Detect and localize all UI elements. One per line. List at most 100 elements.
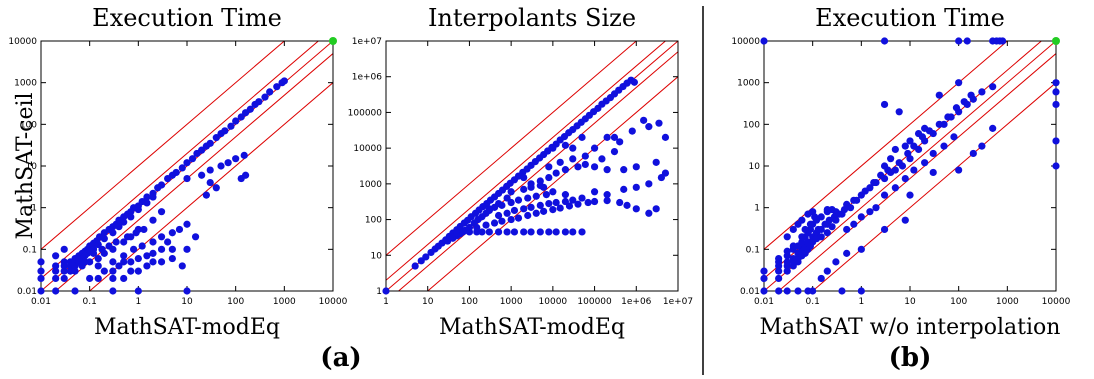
data-point [542,191,550,199]
data-point [138,242,146,250]
data-point [183,287,191,295]
data-point [895,108,903,116]
data-point [552,198,560,207]
data-point [127,258,135,266]
data-point [202,191,210,199]
data-point [1052,88,1060,96]
data-point [183,174,191,183]
y-tick-label: 1 [376,287,382,297]
data-point [603,166,611,174]
y-tick-label: 1000 [14,79,37,89]
data-point [887,155,895,163]
data-point [603,133,611,141]
data-point [115,262,123,270]
data-point [630,78,638,86]
data-point [143,262,151,270]
data-point [861,187,869,195]
data-point [549,206,557,214]
data-point [120,238,128,246]
data-point [221,127,229,135]
chart-2-plot: 1 10 100 1000 10000 100000 1e+06 1e+07 1 10 100 100… [348,37,693,307]
chart-3-xlabel: MathSAT w/o interpolation [760,315,1061,340]
data-point [527,203,535,211]
data-point [157,258,166,266]
data-point [955,79,963,87]
data-point [835,210,843,218]
data-point [473,223,481,232]
data-point [478,228,486,236]
data-point [524,194,532,202]
x-tick-label: 1 [383,297,389,307]
data-point [149,238,157,246]
x-tick-label: 0.01 [31,297,51,307]
data-point [610,148,619,156]
data-point [52,262,60,270]
x-tick-label: 10000 [539,297,568,307]
data-point [901,174,909,183]
data-point [632,205,640,213]
diagonal-line-5 [41,41,286,250]
data-point [266,88,274,96]
data-point [520,205,528,213]
data-point [866,208,874,216]
data-point [178,262,186,270]
data-point [857,287,865,295]
data-point [71,287,79,295]
data-point [149,193,157,201]
data-point [1052,137,1060,145]
data-point [527,228,535,236]
data-point [510,228,519,236]
corner-point [1052,37,1060,45]
data-point [157,181,166,189]
data-point [549,188,557,196]
data-point [98,245,106,253]
data-point [904,149,912,158]
x-tick-label: 10000 [1042,297,1071,307]
data-point [963,37,971,45]
data-point [459,228,467,236]
data-point [37,258,45,266]
data-point [503,194,511,202]
y-tick-label: 10 [371,251,383,261]
y-tick-label: 100000 [348,108,383,118]
y-tick-label: 100 [20,120,37,130]
data-point [918,133,927,141]
data-point [261,93,269,101]
data-point [520,173,528,182]
data-point [935,120,943,128]
data-point [212,134,220,142]
data-point [556,158,564,166]
y-tick-label: 1 [754,204,760,214]
y-tick-label: 0.01 [17,287,37,297]
chart-3-title: Execution Time [815,4,1005,32]
data-point [453,228,461,236]
data-point [237,174,245,183]
diagonal-line-5 [764,41,1009,250]
diagonal-line-2 [397,51,678,291]
data-point [60,245,68,253]
diagonal-line-4 [764,41,1043,280]
data-point [828,223,836,231]
data-point [273,83,281,91]
data-point [280,77,288,85]
data-point [109,267,117,275]
chart-1-title: Execution Time [92,4,282,32]
data-point [952,104,961,112]
data-point [789,242,797,250]
data-point [227,122,235,130]
data-points [37,77,288,295]
data-point [843,249,851,257]
data-point [246,105,254,113]
data-point [814,225,822,234]
data-point [109,258,117,266]
data-point [853,196,861,204]
data-point [794,287,802,295]
y-tick-label: 1000 [737,79,760,89]
data-point [925,127,933,135]
data-point [825,216,833,224]
data-point [411,262,419,270]
x-tick-label: 100 [461,297,478,307]
data-point [164,238,172,246]
data-point [232,155,240,163]
data-point [817,233,825,241]
